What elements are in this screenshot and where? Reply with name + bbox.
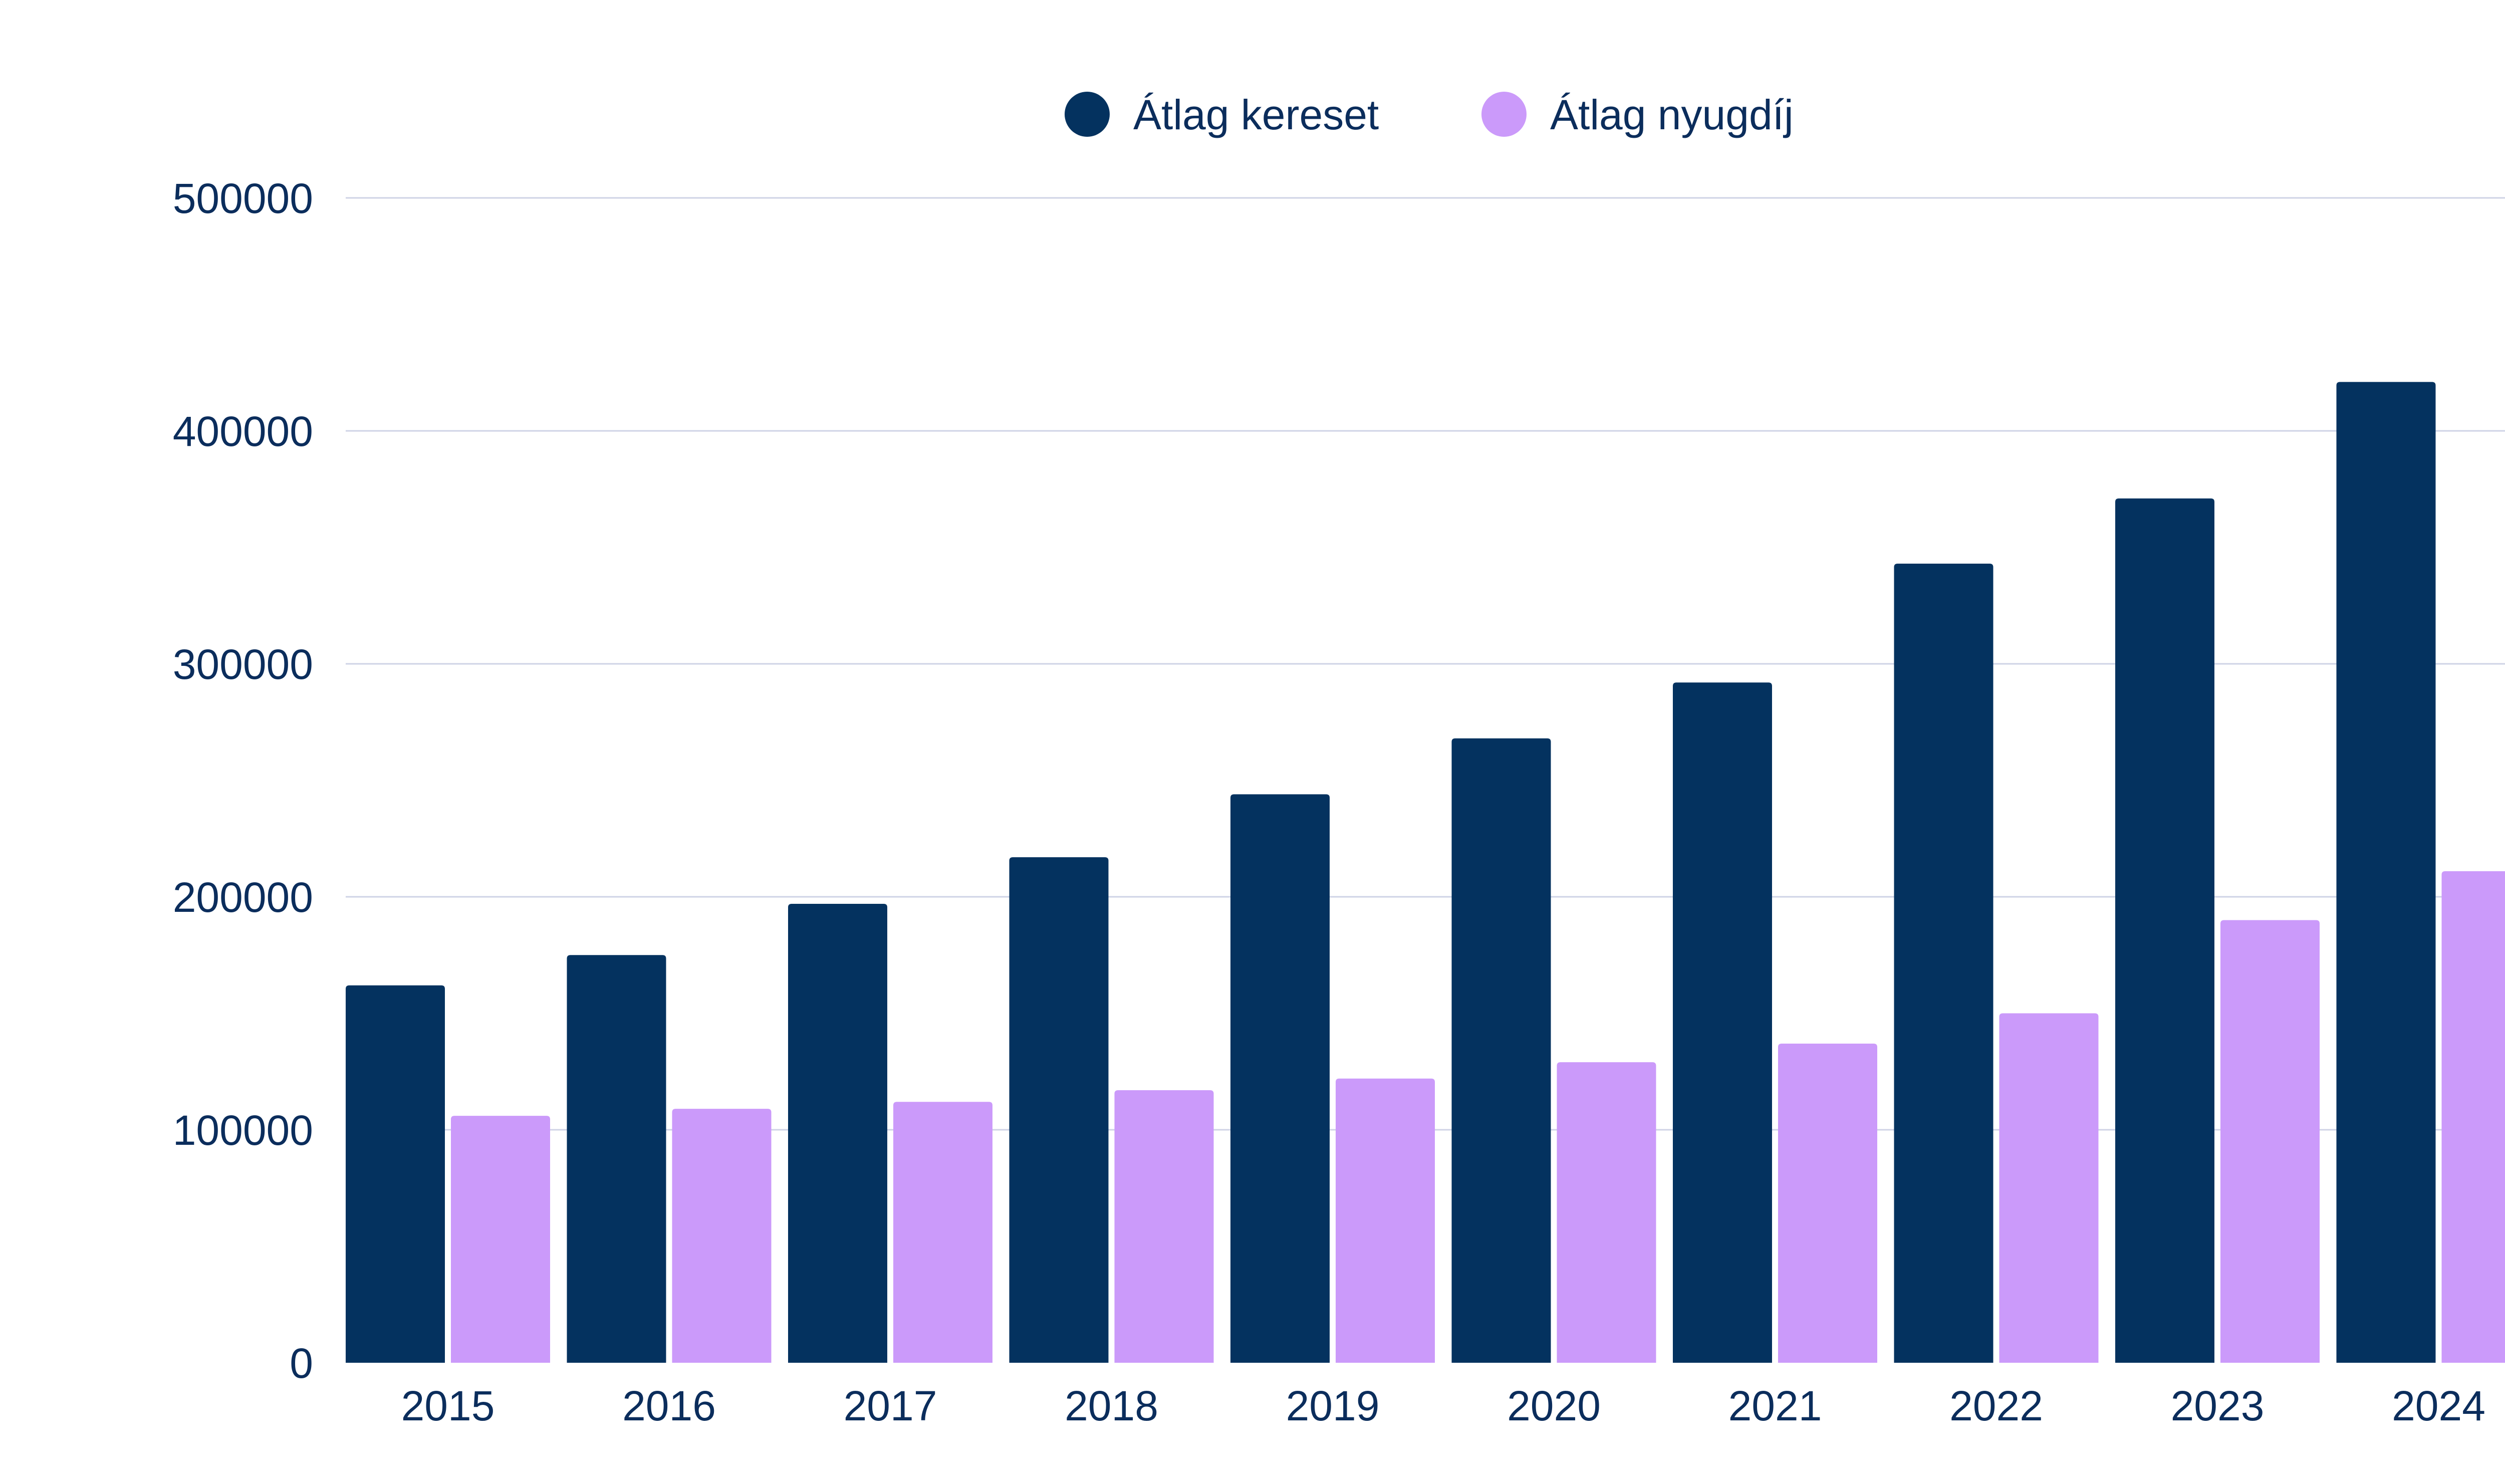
bar-atlag-kereset-2018 <box>1009 857 1109 1363</box>
x-tick-label: 2022 <box>1949 1382 2043 1429</box>
bars <box>346 382 2505 1363</box>
y-tick-label: 400000 <box>173 408 313 455</box>
bar-atlag-nyugdij-2018 <box>1114 1090 1214 1363</box>
bar-atlag-kereset-2020 <box>1451 738 1551 1363</box>
legend-label-atlag-kereset: Átlag kereset <box>1133 91 1379 138</box>
bar-atlag-kereset-2021 <box>1673 682 1772 1363</box>
bar-atlag-nyugdij-2022 <box>1999 1013 2099 1363</box>
bar-atlag-nyugdij-2024 <box>2441 871 2505 1363</box>
x-tick-label: 2016 <box>622 1382 716 1429</box>
x-tick-label: 2017 <box>844 1382 937 1429</box>
legend-swatch-atlag-nyugdij <box>1481 92 1527 137</box>
legend-swatch-atlag-kereset <box>1065 92 1110 137</box>
bar-atlag-kereset-2023 <box>2115 498 2214 1363</box>
bar-atlag-nyugdij-2020 <box>1557 1062 1656 1363</box>
x-tick-label: 2015 <box>401 1382 495 1429</box>
legend-label-atlag-nyugdij: Átlag nyugdíj <box>1550 91 1794 138</box>
x-axis-tick-labels: 2015 2016 2017 2018 2019 2020 2021 2022 2023 2024 <box>401 1382 2485 1429</box>
bar-atlag-nyugdij-2023 <box>2220 920 2320 1363</box>
bar-atlag-kereset-2024 <box>2336 382 2436 1363</box>
bar-atlag-kereset-2017 <box>788 903 887 1363</box>
y-axis-tick-labels: 0 100000 200000 300000 400000 500000 <box>173 175 313 1387</box>
bar-atlag-nyugdij-2019 <box>1336 1078 1435 1363</box>
bar-atlag-kereset-2019 <box>1230 794 1330 1363</box>
bar-atlag-nyugdij-2017 <box>893 1102 992 1363</box>
bar-atlag-kereset-2015 <box>346 985 445 1363</box>
bar-atlag-kereset-2022 <box>1894 564 1993 1363</box>
bar-atlag-nyugdij-2016 <box>672 1109 772 1363</box>
y-tick-label: 100000 <box>173 1107 313 1154</box>
y-tick-label: 200000 <box>173 874 313 921</box>
x-tick-label: 2018 <box>1065 1382 1158 1429</box>
bar-atlag-kereset-2016 <box>567 955 666 1363</box>
bar-atlag-nyugdij-2021 <box>1778 1043 1877 1363</box>
x-tick-label: 2024 <box>2392 1382 2485 1429</box>
y-tick-label: 0 <box>290 1340 313 1387</box>
x-tick-label: 2020 <box>1507 1382 1601 1429</box>
x-tick-label: 2019 <box>1286 1382 1380 1429</box>
legend: Átlag kereset Átlag nyugdíj <box>1065 91 1794 138</box>
bar-atlag-nyugdij-2015 <box>451 1116 550 1363</box>
x-tick-label: 2021 <box>1728 1382 1822 1429</box>
y-tick-label: 500000 <box>173 175 313 222</box>
y-tick-label: 300000 <box>173 641 313 688</box>
x-tick-label: 2023 <box>2171 1382 2265 1429</box>
